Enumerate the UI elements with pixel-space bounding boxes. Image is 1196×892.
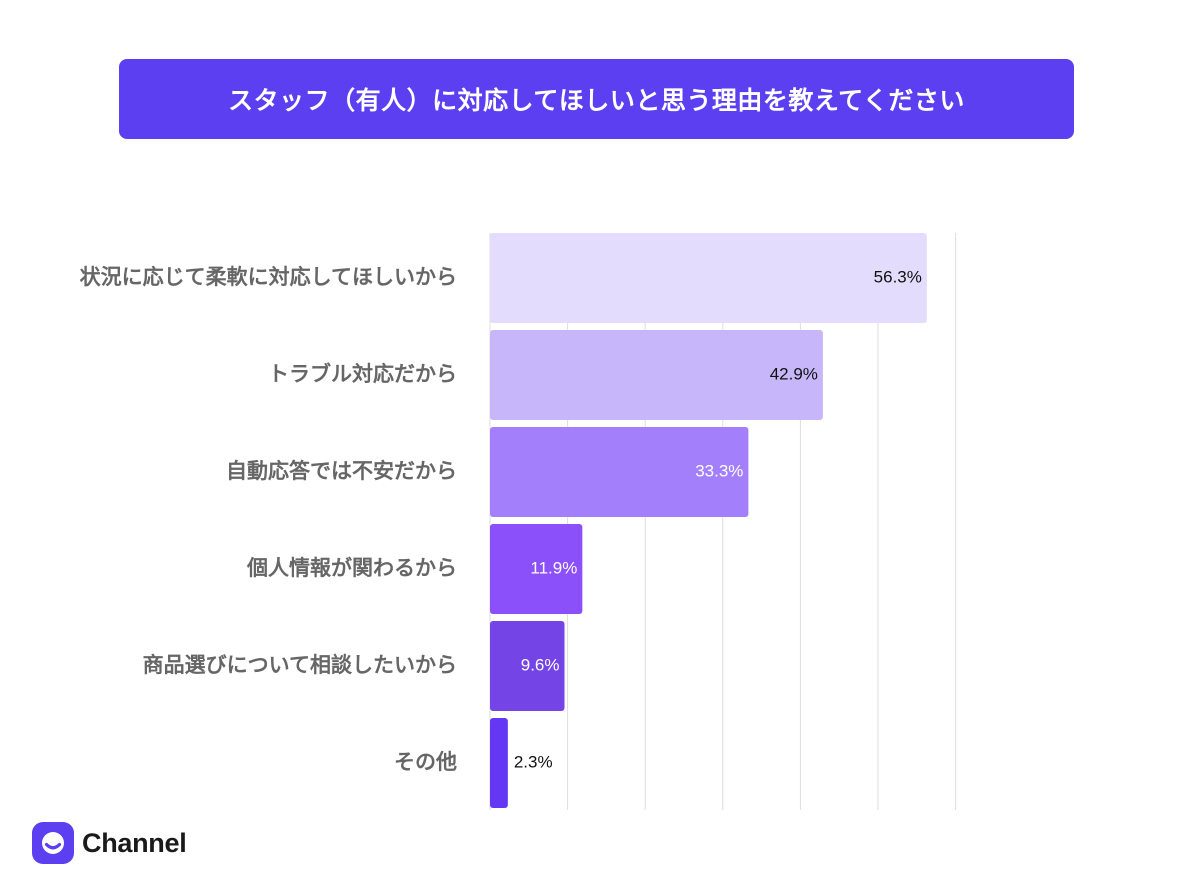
category-label-3: 自動応答では不安だから — [226, 459, 457, 483]
channel-talk-logo-icon — [32, 822, 74, 864]
value-label-5: 9.6% — [521, 655, 560, 674]
category-label-2: トラブル対応だから — [268, 362, 457, 386]
category-label-1: 状況に応じて柔軟に対応してほしいから — [80, 265, 457, 289]
value-label-4: 11.9% — [530, 558, 577, 577]
value-label-6: 2.3% — [514, 752, 553, 771]
bar-3 — [490, 427, 749, 517]
value-label-1: 56.3% — [874, 267, 922, 286]
title-banner: スタッフ（有人）に対応してほしいと思う理由を教えてください — [119, 59, 1074, 139]
bar-6 — [490, 718, 508, 808]
value-label-3: 33.3% — [695, 461, 743, 480]
value-labels: 56.3% 42.9% 33.3% 11.9% 9.6% 2.3% — [514, 267, 922, 771]
bar-4 — [490, 524, 583, 614]
chart-title: スタッフ（有人）に対応してほしいと思う理由を教えてください — [228, 86, 965, 115]
category-labels: 状況に応じて柔軟に対応してほしいからトラブル対応だから自動応答では不安だから個人… — [80, 265, 457, 774]
category-label-5: 商品選びについて相談したいから — [143, 653, 457, 677]
channel-logo: Channel — [32, 822, 187, 864]
logo-wordmark: Channel — [82, 827, 187, 858]
bar-2 — [490, 330, 823, 420]
category-label-4: 個人情報が関わるから — [246, 556, 457, 580]
bar-1 — [490, 233, 927, 323]
category-label-6: その他 — [394, 750, 457, 774]
bar-5 — [490, 621, 565, 711]
value-label-2: 42.9% — [770, 364, 818, 383]
grid-lines — [489, 233, 957, 810]
bars — [490, 233, 927, 808]
